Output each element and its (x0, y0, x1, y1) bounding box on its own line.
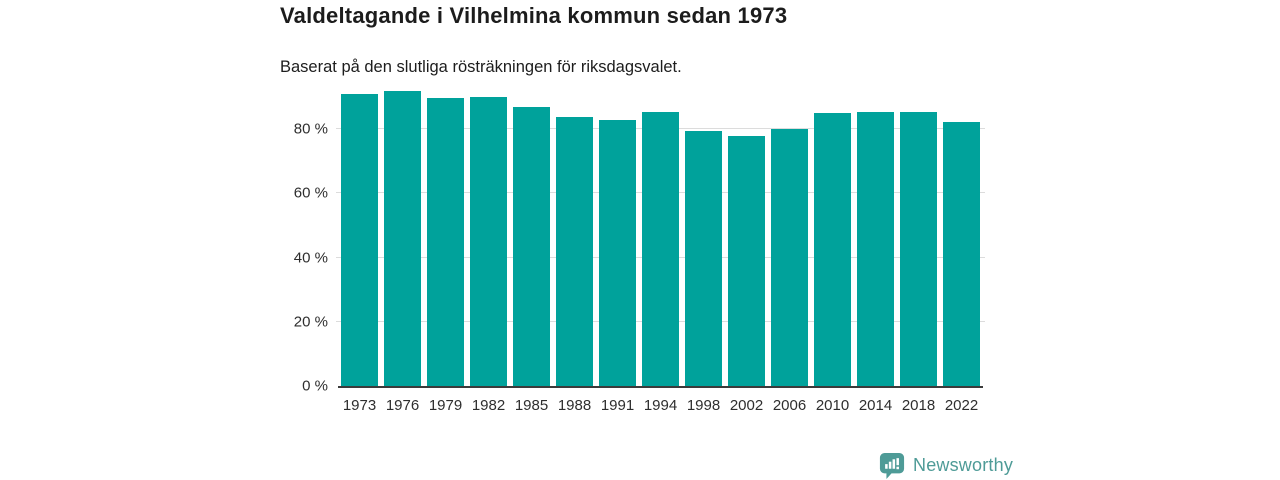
bar-slot-1973 (338, 65, 381, 386)
bar-slot-1982 (467, 65, 510, 386)
bar-1973 (341, 93, 378, 386)
bar-series (338, 65, 983, 386)
bar-slot-2010 (811, 65, 854, 386)
x-tick-label-1982: 1982 (471, 397, 506, 414)
bar-slot-1991 (596, 65, 639, 386)
x-tick-label-2006: 2006 (772, 397, 807, 414)
bar-slot-2018 (897, 65, 940, 386)
bar-2006 (771, 128, 808, 386)
x-tick-label-1994: 1994 (643, 397, 678, 414)
bar-slot-2022 (940, 65, 983, 386)
x-tick-label-1988: 1988 (557, 397, 592, 414)
bar-slot-1976 (381, 65, 424, 386)
x-tick-label-2002: 2002 (729, 397, 764, 414)
bar-2022 (943, 121, 980, 386)
y-tick-label-60: 60 % (293, 184, 328, 202)
x-tick-label-1998: 1998 (686, 397, 721, 414)
x-tick-label-2014: 2014 (858, 397, 893, 414)
bar-1991 (599, 119, 636, 386)
newsworthy-logo-text: Newsworthy (913, 454, 1014, 475)
bar-1994 (642, 111, 679, 386)
bar-slot-2006 (768, 65, 811, 386)
newsworthy-logo: Newsworthy (879, 451, 1013, 479)
x-tick-label-2018: 2018 (901, 397, 936, 414)
bar-slot-1979 (424, 65, 467, 386)
bar-2018 (900, 111, 937, 386)
y-tick-label-40: 40 % (293, 249, 328, 267)
chart-subtitle: Baserat på den slutliga rösträkningen fö… (280, 58, 682, 76)
chart-title: Valdeltagande i Vilhelmina kommun sedan … (280, 3, 788, 28)
bar-slot-1994 (639, 65, 682, 386)
bar-slot-2002 (725, 65, 768, 386)
bar-1988 (556, 117, 593, 386)
bar-slot-1998 (682, 65, 725, 386)
bar-2002 (728, 135, 765, 386)
bar-slot-1985 (510, 65, 553, 386)
y-tick-label-80: 80 % (293, 120, 328, 138)
x-tick-label-1985: 1985 (514, 397, 549, 414)
x-tick-label-1976: 1976 (385, 397, 420, 414)
bar-2014 (857, 112, 894, 386)
x-tick-label-2022: 2022 (944, 397, 979, 414)
bar-1985 (513, 106, 550, 386)
bar-1982 (470, 97, 507, 386)
y-tick-label-0: 0 % (302, 377, 328, 395)
bar-slot-2014 (854, 65, 897, 386)
bar-1976 (384, 91, 421, 386)
bar-2010 (814, 113, 851, 386)
bar-1979 (427, 98, 464, 386)
x-tick-label-1991: 1991 (600, 397, 635, 414)
plot-area: 0 % 20 % 40 % 60 % 80 % (294, 65, 985, 395)
y-tick-label-20: 20 % (293, 313, 328, 331)
x-tick-label-2010: 2010 (815, 397, 850, 414)
x-axis-labels: 1973 1976 1979 1982 1985 1988 1991 1994 1998 2002… (338, 397, 983, 414)
bar-1998 (685, 131, 722, 386)
newsworthy-logo-icon (879, 452, 905, 479)
bar-slot-1988 (553, 65, 596, 386)
x-tick-label-1973: 1973 (342, 397, 377, 414)
x-tick-label-1979: 1979 (428, 397, 463, 414)
